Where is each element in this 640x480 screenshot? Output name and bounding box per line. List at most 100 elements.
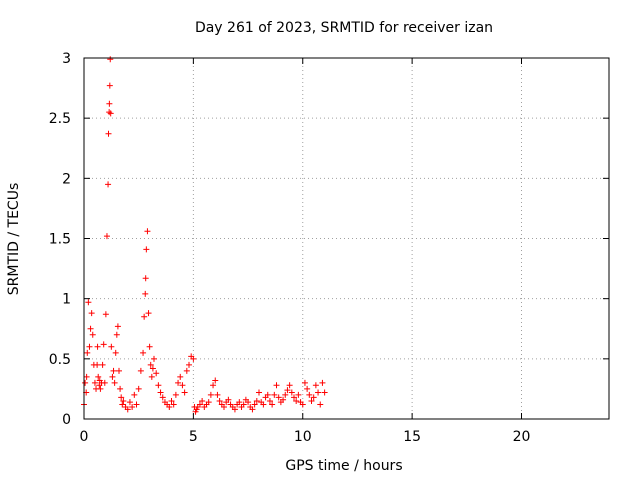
data-point bbox=[105, 130, 112, 137]
data-point bbox=[310, 394, 317, 401]
data-point bbox=[140, 349, 147, 356]
points-layer bbox=[81, 56, 328, 415]
data-point bbox=[207, 391, 214, 398]
data-point bbox=[210, 382, 217, 389]
data-point bbox=[317, 401, 324, 408]
data-point bbox=[102, 311, 109, 318]
data-point bbox=[179, 382, 186, 389]
x-axis-label: GPS time / hours bbox=[285, 458, 402, 474]
data-point bbox=[119, 401, 126, 408]
data-point bbox=[312, 382, 319, 389]
data-point bbox=[101, 379, 108, 386]
data-point bbox=[181, 389, 188, 396]
data-point bbox=[124, 406, 131, 413]
data-point bbox=[113, 331, 120, 338]
data-point bbox=[308, 397, 315, 404]
data-point bbox=[86, 343, 93, 350]
data-point bbox=[147, 361, 154, 368]
y-tick-label: 2.5 bbox=[49, 111, 71, 127]
x-tick-label: 15 bbox=[403, 429, 421, 445]
data-point bbox=[288, 389, 295, 396]
data-point bbox=[146, 343, 153, 350]
data-point bbox=[260, 401, 267, 408]
data-point bbox=[264, 391, 271, 398]
data-point bbox=[84, 349, 91, 356]
data-point bbox=[148, 373, 155, 380]
data-point bbox=[284, 387, 291, 394]
y-tick-label: 1 bbox=[62, 292, 71, 308]
data-point bbox=[304, 385, 311, 392]
data-point bbox=[111, 379, 118, 386]
data-point bbox=[103, 233, 110, 240]
data-point bbox=[112, 349, 119, 356]
data-point bbox=[91, 379, 98, 386]
data-point bbox=[87, 325, 94, 332]
data-point bbox=[253, 397, 260, 404]
data-point bbox=[266, 397, 273, 404]
data-point bbox=[105, 181, 112, 188]
data-point bbox=[175, 379, 182, 386]
data-point bbox=[88, 310, 95, 317]
data-point bbox=[249, 406, 256, 413]
data-point bbox=[108, 343, 115, 350]
data-point bbox=[153, 370, 160, 377]
data-point bbox=[159, 394, 166, 401]
data-point bbox=[118, 394, 125, 401]
data-point bbox=[141, 313, 148, 320]
x-tick-label: 0 bbox=[80, 429, 89, 445]
data-point bbox=[291, 394, 297, 401]
y-tick-label: 1.5 bbox=[49, 232, 71, 248]
data-point bbox=[151, 355, 157, 362]
data-point bbox=[107, 56, 114, 63]
data-point bbox=[126, 399, 133, 406]
data-point bbox=[144, 228, 151, 235]
data-point bbox=[216, 397, 223, 404]
data-point bbox=[306, 391, 313, 398]
data-point bbox=[106, 82, 113, 89]
data-point bbox=[85, 299, 92, 306]
data-point bbox=[205, 399, 212, 406]
data-point bbox=[183, 367, 190, 374]
data-point bbox=[83, 373, 90, 380]
data-point bbox=[196, 401, 203, 408]
data-point bbox=[149, 365, 156, 372]
y-tick-label: 0.5 bbox=[49, 352, 71, 368]
data-point bbox=[97, 385, 104, 392]
data-point bbox=[273, 382, 280, 389]
data-point bbox=[245, 399, 252, 406]
data-point bbox=[94, 343, 101, 350]
data-point bbox=[214, 391, 221, 398]
data-point bbox=[286, 382, 293, 389]
data-point bbox=[82, 379, 89, 386]
data-point bbox=[114, 323, 121, 330]
data-point bbox=[299, 401, 306, 408]
data-point bbox=[172, 391, 179, 398]
data-point bbox=[157, 389, 164, 396]
data-point bbox=[109, 373, 116, 380]
data-point bbox=[137, 367, 144, 374]
data-point bbox=[142, 290, 149, 297]
data-point bbox=[212, 377, 219, 384]
data-point bbox=[99, 361, 106, 368]
data-point bbox=[120, 397, 127, 404]
data-point bbox=[135, 385, 142, 392]
data-point bbox=[301, 379, 308, 386]
data-point bbox=[131, 391, 138, 398]
data-point bbox=[94, 361, 101, 368]
chart-title: Day 261 of 2023, SRMTID for receiver iza… bbox=[195, 20, 493, 36]
data-point bbox=[199, 397, 206, 404]
data-point bbox=[110, 367, 117, 374]
data-point bbox=[107, 110, 114, 117]
data-point bbox=[117, 385, 124, 392]
data-point bbox=[186, 361, 192, 368]
data-point bbox=[256, 389, 262, 396]
data-point bbox=[129, 403, 136, 410]
x-tick-label: 5 bbox=[189, 429, 198, 445]
y-tick-label: 0 bbox=[62, 412, 71, 428]
data-point bbox=[225, 396, 232, 403]
data-point bbox=[280, 396, 287, 403]
data-point bbox=[145, 310, 152, 317]
data-point bbox=[282, 391, 289, 398]
ticks-layer: 0 5 10 15 20 0 0.5 1 1.5 2 2.5 3 bbox=[49, 51, 609, 445]
